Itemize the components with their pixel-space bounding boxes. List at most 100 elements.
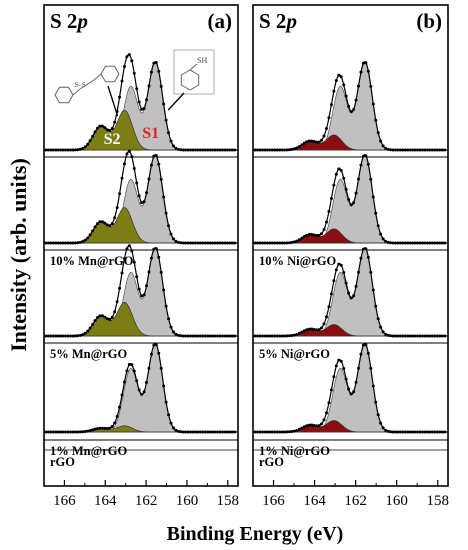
- data-point: [218, 241, 222, 245]
- data-point: [125, 55, 129, 59]
- data-point: [93, 130, 97, 134]
- data-point: [349, 203, 353, 207]
- data-point: [391, 334, 395, 338]
- data-point: [64, 241, 68, 245]
- x-tick-label: 166: [53, 493, 76, 509]
- data-point: [145, 380, 149, 384]
- data-point: [354, 191, 358, 195]
- data-point: [122, 64, 126, 68]
- data-point: [154, 154, 158, 158]
- data-point: [270, 148, 274, 152]
- data-point: [56, 430, 60, 434]
- data-point: [435, 334, 439, 338]
- data-point: [322, 134, 326, 138]
- data-point: [93, 319, 97, 323]
- data-point: [194, 334, 198, 338]
- data-point: [339, 75, 343, 79]
- data-point: [211, 241, 215, 245]
- data-point: [76, 148, 80, 152]
- data-point: [347, 387, 351, 391]
- data-point: [290, 147, 294, 151]
- data-point: [152, 343, 156, 347]
- data-point: [181, 334, 185, 338]
- data-point: [425, 148, 429, 152]
- data-point: [83, 238, 87, 242]
- data-point: [86, 236, 90, 240]
- data-point: [196, 430, 200, 434]
- data-point: [403, 241, 407, 245]
- x-tick-label: 158: [426, 493, 449, 509]
- data-point: [218, 430, 222, 434]
- data-point: [421, 430, 425, 434]
- data-point: [320, 232, 324, 236]
- data-point: [105, 317, 109, 321]
- data-point: [398, 334, 402, 338]
- data-point: [273, 148, 277, 152]
- data-point: [421, 241, 425, 245]
- data-point: [78, 430, 82, 434]
- data-point: [349, 110, 353, 114]
- data-point: [438, 241, 442, 245]
- data-point: [413, 334, 417, 338]
- data-point: [403, 430, 407, 434]
- data-point: [157, 351, 161, 355]
- data-point: [327, 401, 331, 405]
- data-point: [275, 241, 279, 245]
- data-point: [56, 334, 60, 338]
- data-point: [357, 270, 361, 274]
- data-point: [100, 124, 104, 128]
- data-point: [283, 334, 287, 338]
- data-point: [428, 334, 432, 338]
- data-point: [220, 430, 224, 434]
- data-point: [56, 241, 60, 245]
- data-point: [93, 427, 97, 431]
- data-point: [145, 284, 149, 288]
- s1-label: S1: [142, 125, 159, 142]
- data-point: [154, 247, 158, 251]
- data-point: [285, 241, 289, 245]
- data-point: [73, 334, 77, 338]
- data-point: [157, 69, 161, 73]
- data-point: [310, 139, 314, 143]
- data-point: [268, 148, 272, 152]
- data-point: [125, 369, 129, 373]
- data-point: [137, 388, 141, 392]
- data-point: [423, 148, 427, 152]
- data-point: [105, 128, 109, 132]
- data-point: [46, 241, 50, 245]
- x-axis-label: Binding Energy (eV): [167, 523, 344, 545]
- data-point: [361, 61, 365, 65]
- data-point: [108, 426, 112, 430]
- x-tick-label: 158: [217, 493, 240, 509]
- data-point: [401, 430, 405, 434]
- data-point: [386, 333, 390, 337]
- data-point: [302, 425, 306, 429]
- data-point: [322, 418, 326, 422]
- data-point: [120, 176, 124, 180]
- data-point: [371, 195, 375, 199]
- data-point: [258, 241, 262, 245]
- data-point: [307, 233, 311, 236]
- data-point: [327, 305, 331, 309]
- data-point: [83, 331, 87, 335]
- data-point: [149, 352, 153, 356]
- data-point: [220, 334, 224, 338]
- data-point: [339, 263, 343, 267]
- data-point: [433, 334, 437, 338]
- data-point: [149, 70, 153, 74]
- data-point: [297, 238, 301, 242]
- data-point: [196, 148, 200, 152]
- panel-letter: (b): [416, 9, 442, 33]
- data-point: [78, 147, 82, 151]
- data-point: [376, 413, 380, 417]
- data-point: [393, 430, 397, 434]
- data-point: [384, 332, 388, 336]
- data-point: [96, 126, 99, 130]
- data-point: [208, 334, 212, 338]
- data-point: [51, 241, 55, 245]
- data-point: [278, 430, 282, 434]
- data-point: [361, 247, 365, 251]
- data-point: [91, 229, 95, 233]
- data-point: [280, 430, 284, 434]
- data-point: [406, 148, 410, 152]
